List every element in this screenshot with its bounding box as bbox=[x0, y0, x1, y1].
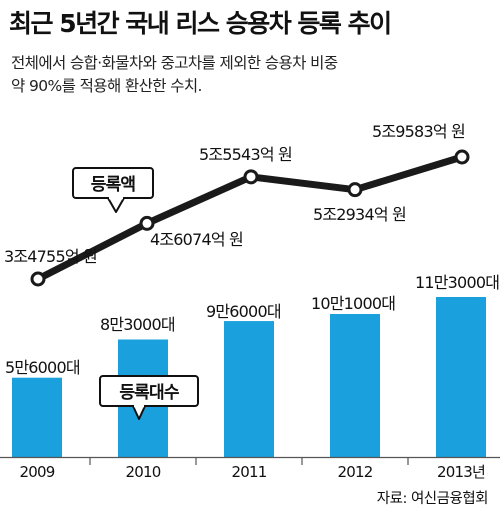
line-point-2013 bbox=[454, 149, 470, 165]
line-value-label: 5조2934억 원 bbox=[313, 205, 406, 224]
x-tick-label: 2009 bbox=[20, 463, 55, 481]
x-tick-label: 2010 bbox=[126, 463, 161, 481]
x-tick-label: 2012 bbox=[338, 463, 373, 481]
bar-value-label: 9만6000대 bbox=[206, 302, 281, 321]
bar-value-label: 11만3000대 bbox=[415, 273, 499, 292]
chart-title: 최근 5년간 국내 리스 승용차 등록 추이 bbox=[9, 9, 392, 38]
callout-pointer-amount bbox=[107, 197, 125, 213]
legend-label-amount: 등록액 bbox=[91, 175, 136, 195]
bar-value-label: 10만1000대 bbox=[311, 294, 395, 313]
line-point-2012 bbox=[347, 182, 363, 198]
x-tick-label: 2011 bbox=[232, 463, 267, 481]
x-tick-label: 2013년 bbox=[437, 463, 485, 481]
source-note: 자료: 여신금융협회 bbox=[376, 491, 489, 507]
line-value-label: 3조4755억 원 bbox=[4, 247, 97, 266]
bar-2012 bbox=[330, 313, 380, 457]
bar-value-label: 5만6000대 bbox=[5, 358, 80, 377]
line-value-label: 5조9583억 원 bbox=[372, 122, 465, 141]
chart-subtitle: 전체에서 승합·화물차와 중고차를 제외한 승용차 비중 약 90%를 적용해 … bbox=[11, 52, 338, 98]
line-value-label: 5조5543억 원 bbox=[199, 145, 292, 164]
callout-pointer-count bbox=[132, 405, 146, 420]
line-point-2010 bbox=[139, 215, 155, 231]
subtitle-line-2: 약 90%를 적용해 환산한 수치. bbox=[11, 77, 202, 95]
bar-2011 bbox=[224, 321, 274, 457]
subtitle-line-1: 전체에서 승합·화물차와 중고차를 제외한 승용차 비중 bbox=[11, 54, 338, 72]
callout-box-count bbox=[99, 375, 199, 407]
bar-2013 bbox=[436, 297, 486, 457]
legend-label-count: 등록대수 bbox=[119, 383, 180, 403]
bar-2009 bbox=[12, 377, 62, 457]
bar-value-label: 8만3000대 bbox=[100, 315, 175, 334]
line-value-label: 4조6074억 원 bbox=[150, 230, 243, 249]
line-point-2009 bbox=[30, 271, 46, 287]
line-point-2011 bbox=[243, 169, 259, 185]
